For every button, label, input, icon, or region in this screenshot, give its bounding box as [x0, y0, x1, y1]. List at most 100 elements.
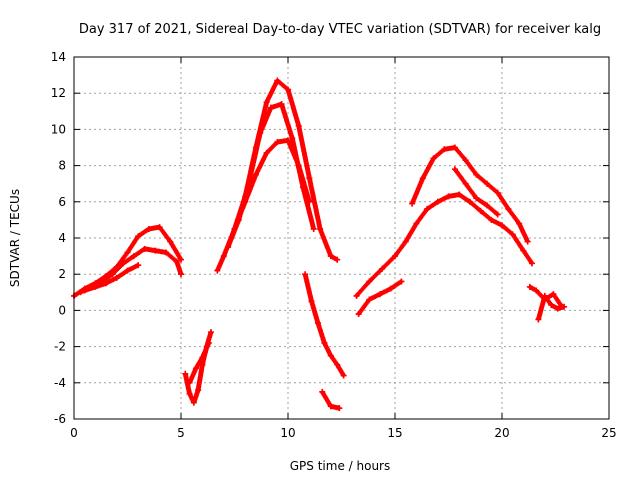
- data-point: [327, 352, 334, 359]
- data-point: [178, 256, 184, 263]
- data-point: [520, 247, 527, 254]
- series-markers: [409, 145, 531, 245]
- data-point: [310, 225, 317, 232]
- data-point: [402, 238, 409, 245]
- data-point: [263, 99, 270, 106]
- data-point: [186, 379, 193, 386]
- data-point: [109, 271, 116, 278]
- data-point: [327, 403, 334, 410]
- data-point: [494, 211, 501, 218]
- x-tick-label: 25: [601, 426, 616, 440]
- data-point: [317, 225, 324, 232]
- data-point: [156, 224, 163, 231]
- data-point: [92, 283, 99, 290]
- data-point: [473, 195, 480, 202]
- data-point: [541, 292, 548, 299]
- series-arc-14: [355, 278, 405, 318]
- data-point: [488, 216, 495, 223]
- series-arc-13: [451, 166, 501, 218]
- data-point: [103, 280, 110, 287]
- data-point: [430, 155, 437, 162]
- x-axis-ticks: 0 5 10 15 20 25: [70, 57, 617, 440]
- y-tick-label: 12: [51, 86, 66, 100]
- chart-title: Day 317 of 2021, Sidereal Day-to-day VTE…: [79, 22, 601, 37]
- data-point: [120, 260, 127, 267]
- series-arc-5: [186, 339, 212, 386]
- data-point: [377, 291, 384, 298]
- data-point: [445, 193, 452, 200]
- data-point: [477, 207, 484, 214]
- data-point: [366, 296, 373, 303]
- data-point: [494, 189, 501, 196]
- series-arc-8: [231, 137, 313, 232]
- y-tick-label: 10: [51, 122, 66, 136]
- x-tick-label: 5: [177, 426, 185, 440]
- data-point: [173, 258, 180, 265]
- data-point: [289, 135, 296, 142]
- data-point: [135, 262, 142, 269]
- y-tick-label: 14: [51, 50, 66, 64]
- series-arc-12: [409, 144, 531, 245]
- data-point: [550, 291, 557, 298]
- series-arc-16: [535, 292, 568, 323]
- y-tick-label: -4: [54, 376, 66, 390]
- data-point: [302, 271, 309, 278]
- series-arc-9: [302, 271, 347, 379]
- y-tick-label: 4: [58, 231, 66, 245]
- y-tick-label: 2: [58, 267, 66, 281]
- data-point: [535, 316, 542, 323]
- data-point: [145, 225, 152, 232]
- data-point: [124, 267, 131, 274]
- y-tick-label: -6: [54, 412, 66, 426]
- data-point: [306, 198, 313, 205]
- data-point: [516, 220, 523, 227]
- data-point: [190, 399, 197, 406]
- data-point: [199, 354, 206, 361]
- x-tick-label: 20: [494, 426, 509, 440]
- data-point: [505, 206, 512, 213]
- x-tick-label: 15: [387, 426, 402, 440]
- x-tick-label: 0: [70, 426, 78, 440]
- data-point: [207, 329, 214, 336]
- data-point: [336, 405, 343, 412]
- data-point: [167, 238, 174, 245]
- data-point: [77, 289, 84, 296]
- data-point: [366, 278, 373, 285]
- data-point: [379, 265, 386, 272]
- data-point: [267, 104, 274, 111]
- data-point: [124, 249, 131, 256]
- data-point: [499, 222, 505, 229]
- data-marks: [71, 77, 568, 412]
- data-point: [274, 77, 281, 84]
- data-point: [113, 274, 120, 281]
- data-point: [419, 175, 426, 182]
- data-point: [319, 388, 326, 395]
- series-arc-11: [353, 191, 535, 299]
- data-point: [152, 247, 159, 254]
- data-point: [387, 285, 394, 292]
- series-markers: [82, 262, 141, 293]
- data-point: [413, 220, 420, 227]
- data-point: [231, 225, 238, 232]
- data-point: [484, 202, 491, 209]
- data-point: [252, 171, 259, 178]
- data-point: [398, 278, 405, 285]
- y-tick-label: 0: [58, 303, 66, 317]
- data-point: [434, 198, 441, 205]
- data-point: [205, 339, 212, 346]
- data-point: [225, 244, 232, 251]
- data-point: [220, 253, 227, 260]
- data-point: [528, 260, 535, 267]
- data-point: [178, 271, 184, 278]
- data-point: [130, 253, 137, 260]
- data-point: [484, 180, 491, 187]
- series-arc-3: [81, 262, 142, 294]
- data-point: [353, 292, 360, 299]
- y-axis-ticks: -6 -4 -2 0 2 4 6 8 10 12 14: [51, 50, 609, 426]
- data-point: [509, 231, 516, 238]
- data-point: [462, 180, 469, 187]
- data-point: [473, 171, 480, 178]
- data-point: [192, 365, 199, 372]
- data-point: [321, 339, 328, 346]
